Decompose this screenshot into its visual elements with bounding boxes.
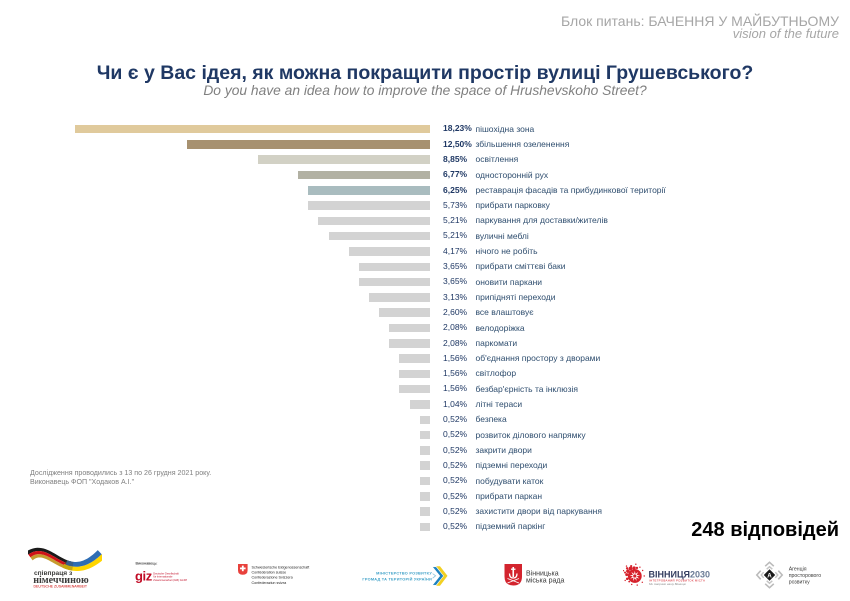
svg-text:Confederazione Svizzera: Confederazione Svizzera: [252, 576, 294, 580]
svg-text:Confédération suisse: Confédération suisse: [252, 571, 287, 575]
svg-text:просторового: просторового: [789, 573, 822, 579]
svg-text:співпраця з: співпраця з: [34, 569, 73, 577]
svg-text:Агенція: Агенція: [789, 567, 807, 573]
svg-text:Виконавець:: Виконавець:: [136, 562, 158, 566]
svg-text:ВІННИЦЯ2030: ВІННИЦЯ2030: [649, 569, 711, 579]
svg-text:für Internationale: für Internationale: [153, 575, 173, 579]
svg-text:ІНТЕГРОВАНИЙ РОЗВИТОК МІСТА: ІНТЕГРОВАНИЙ РОЗВИТОК МІСТА: [649, 579, 705, 583]
svg-text:DEUTSCHE ZUSAMMENARBEIT: DEUTSCHE ZUSAMMENARBEIT: [34, 585, 88, 589]
svg-text:ГРОМАД ТА ТЕРИТОРІЙ УКРАЇНИ: ГРОМАД ТА ТЕРИТОРІЙ УКРАЇНИ: [362, 577, 432, 581]
svg-text:Zusammenarbeit (GIZ) GmbH: Zusammenarbeit (GIZ) GmbH: [153, 578, 187, 582]
svg-text:Вінницька: Вінницька: [526, 569, 559, 577]
svg-text:німеччиною: німеччиною: [33, 575, 89, 586]
svg-text:Schweizerische Eidgenossenscha: Schweizerische Eidgenossenschaft: [252, 565, 310, 569]
svg-text:Confederaziun svizra: Confederaziun svizra: [252, 581, 288, 585]
svg-text:МІНІСТЕРСТВО РОЗВИТКУ: МІНІСТЕРСТВО РОЗВИТКУ: [376, 571, 432, 575]
svg-text:giz: giz: [135, 569, 153, 584]
svg-text:розвитку: розвитку: [789, 580, 810, 586]
svg-text:міська рада: міська рада: [526, 577, 564, 585]
svg-text:Deutsche Gesellschaft: Deutsche Gesellschaft: [153, 572, 179, 576]
svg-text:Ми творимо нашу Вінницю: Ми творимо нашу Вінницю: [649, 582, 687, 586]
svg-text:А: А: [767, 572, 772, 579]
